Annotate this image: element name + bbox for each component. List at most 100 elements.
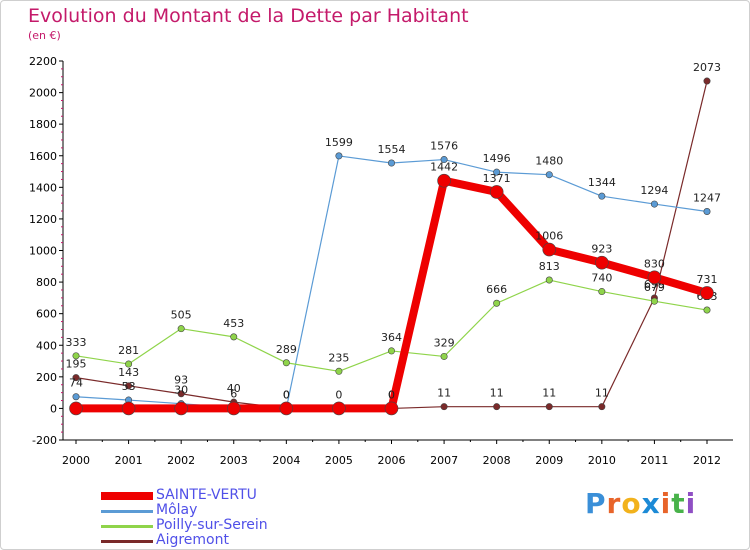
data-point xyxy=(440,352,448,360)
data-point xyxy=(598,288,606,296)
data-point xyxy=(598,192,606,200)
axes: -200020040060080010001200140016001800200… xyxy=(29,55,733,467)
data-point xyxy=(177,390,185,398)
logo-letter: i xyxy=(660,487,672,520)
data-label: 11 xyxy=(542,387,556,400)
y-tick-label: 1000 xyxy=(29,245,57,258)
series-line xyxy=(75,80,708,410)
data-label: 74 xyxy=(69,377,83,390)
data-label: 6 xyxy=(230,387,237,400)
x-tick-label: 2009 xyxy=(535,454,563,467)
y-tick-label: 1600 xyxy=(29,150,57,163)
data-label: 830 xyxy=(644,257,665,270)
legend-swatch xyxy=(101,540,153,543)
data-point xyxy=(72,374,80,382)
data-label: 1442 xyxy=(430,161,458,174)
data-label: 40 xyxy=(227,382,241,395)
data-point xyxy=(545,171,553,179)
x-tick-label: 2011 xyxy=(640,454,668,467)
data-point xyxy=(595,255,609,270)
data-label: 1344 xyxy=(588,176,616,189)
data-label: 731 xyxy=(697,273,718,286)
logo-letter: x xyxy=(641,487,661,520)
data-label: 1247 xyxy=(693,191,721,204)
legend-swatch xyxy=(101,510,153,513)
data-label: 93 xyxy=(174,374,188,387)
x-tick-label: 2012 xyxy=(693,454,721,467)
series-line xyxy=(76,176,709,413)
data-point xyxy=(279,401,294,416)
data-label: 923 xyxy=(591,243,612,256)
data-label: 1599 xyxy=(325,136,353,149)
data-label: 1294 xyxy=(640,184,668,197)
data-point xyxy=(282,359,290,367)
data-point xyxy=(72,352,80,360)
data-point xyxy=(493,299,501,307)
data-label: 364 xyxy=(381,331,402,344)
series-line xyxy=(75,155,708,410)
logo-letter: P xyxy=(585,487,607,520)
data-label: 2073 xyxy=(693,61,721,74)
data-point xyxy=(703,306,711,314)
data-label: 453 xyxy=(223,317,244,330)
data-point xyxy=(647,270,662,285)
legend-label: Poilly-sur-Serein xyxy=(156,517,268,533)
y-tick-label: -200 xyxy=(32,434,57,447)
y-tick-label: 0 xyxy=(50,402,57,415)
y-tick-label: 400 xyxy=(36,339,57,352)
data-label: 505 xyxy=(171,309,192,322)
data-label: 289 xyxy=(276,343,297,356)
y-tick-label: 2000 xyxy=(29,87,57,100)
x-tick-label: 2002 xyxy=(167,454,195,467)
legend-label: Aigremont xyxy=(156,532,229,548)
logo-letter: i xyxy=(685,487,697,520)
data-label: 0 xyxy=(335,388,342,401)
y-tick-label: 200 xyxy=(36,371,57,384)
series-line xyxy=(75,279,708,372)
data-label: 679 xyxy=(644,281,665,294)
x-tick-label: 2006 xyxy=(378,454,406,467)
data-point xyxy=(72,393,80,401)
proxiti-logo: Proxiti xyxy=(585,487,696,520)
y-tick-label: 1400 xyxy=(29,181,57,194)
x-tick-label: 2004 xyxy=(272,454,300,467)
data-label: 11 xyxy=(490,387,504,400)
logo-letter: t xyxy=(671,487,686,520)
data-point xyxy=(335,367,343,375)
data-point xyxy=(125,360,133,368)
data-point xyxy=(226,401,241,416)
chart-subtitle: (en €) xyxy=(28,29,61,42)
data-point xyxy=(230,333,238,341)
data-point xyxy=(489,185,504,199)
series-poilly-sur-serein: 333281505453289235364329666813740679623 xyxy=(66,260,718,375)
y-tick-label: 600 xyxy=(36,308,57,321)
chart-title: Evolution du Montant de la Dette par Hab… xyxy=(28,5,469,27)
data-label: 235 xyxy=(328,351,349,364)
data-label: 0 xyxy=(283,388,290,401)
data-label: 333 xyxy=(66,336,87,349)
data-point xyxy=(177,325,185,333)
data-label: 1006 xyxy=(535,230,563,243)
data-label: 1496 xyxy=(483,152,511,165)
data-point xyxy=(440,156,448,164)
x-tick-label: 2000 xyxy=(62,454,90,467)
data-label: 1371 xyxy=(483,172,511,185)
data-point xyxy=(384,401,399,416)
data-label: 0 xyxy=(388,388,395,401)
data-label: 0 xyxy=(283,388,290,401)
x-tick-label: 2003 xyxy=(220,454,248,467)
data-label: 740 xyxy=(591,272,612,285)
series-molay: 74 53 30 6 0 1599 1554 1576 1496 1480 1344 1294 1247 xyxy=(69,136,721,412)
data-label: 195 xyxy=(66,358,87,371)
data-point xyxy=(335,152,343,160)
data-label: 11 xyxy=(595,387,609,400)
x-tick-label: 2007 xyxy=(430,454,458,467)
data-label: 1480 xyxy=(535,155,563,168)
data-point xyxy=(121,401,136,416)
data-point xyxy=(700,286,714,300)
data-point xyxy=(650,297,658,305)
